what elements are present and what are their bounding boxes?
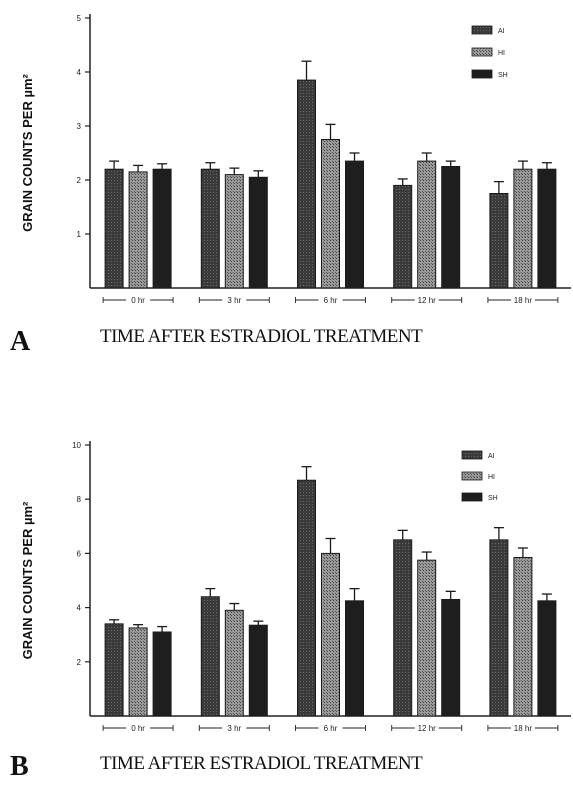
bar-a-sh-4 bbox=[537, 168, 557, 289]
chart-b-plot: GRAIN COUNTS PER µm² 2 4 6 8 10 0 hr 3 hr 6 hr 12… bbox=[20, 441, 571, 733]
legend-label-b-hi: HI bbox=[488, 474, 495, 481]
bar-b-ai-1 bbox=[200, 596, 220, 717]
legend-label-b-sh: SH bbox=[488, 495, 498, 502]
bar-a-ai-1 bbox=[200, 168, 220, 289]
bar-a-ai-3 bbox=[393, 184, 413, 289]
bar-b-hi-4 bbox=[513, 556, 533, 717]
bar-b-ai-2 bbox=[297, 479, 316, 717]
y-tick-label-b-10: 10 bbox=[72, 441, 81, 450]
x-tick-label-b-0: 0 hr bbox=[131, 724, 145, 733]
x-tick-label-a-1: 3 hr bbox=[227, 296, 241, 305]
y-tick-label-b-6: 6 bbox=[77, 549, 82, 558]
bar-a-sh-0 bbox=[152, 168, 172, 289]
x-tick-label-a-4: 18 hr bbox=[514, 296, 533, 305]
bar-a-sh-2 bbox=[345, 160, 364, 289]
bar-a-ai-0 bbox=[104, 168, 124, 289]
legend-label-a-hi: HI bbox=[498, 50, 505, 57]
y-tick-label-a-1: 1 bbox=[77, 230, 82, 239]
y-tick-label-a-3: 3 bbox=[77, 122, 82, 131]
panel-label-a: A bbox=[10, 326, 31, 357]
legend-swatch-b-sh bbox=[461, 492, 483, 502]
bar-b-hi-0 bbox=[128, 627, 148, 717]
x-tick-label-a-0: 0 hr bbox=[131, 296, 145, 305]
y-tick-label-b-2: 2 bbox=[77, 658, 82, 667]
bar-b-hi-3 bbox=[417, 559, 437, 717]
bar-b-hi-2 bbox=[321, 552, 340, 717]
x-tick-label-a-2: 6 hr bbox=[324, 296, 338, 305]
bar-a-sh-3 bbox=[441, 166, 461, 289]
bar-a-hi-4 bbox=[513, 168, 533, 289]
legend-swatch-b-ai bbox=[461, 450, 483, 460]
bar-b-sh-3 bbox=[441, 598, 461, 717]
bar-b-ai-3 bbox=[393, 539, 413, 717]
bar-b-hi-1 bbox=[224, 609, 244, 717]
bar-a-hi-3 bbox=[417, 160, 437, 289]
legend-swatch-a-hi bbox=[471, 47, 493, 57]
x-tick-label-b-4: 18 hr bbox=[514, 724, 533, 733]
chart-panel-b: GRAIN COUNTS PER µm² 2 4 6 8 10 0 hr 3 hr 6 hr 12… bbox=[0, 393, 573, 787]
y-axis-title-b: GRAIN COUNTS PER µm² bbox=[20, 501, 35, 659]
legend-swatch-a-sh bbox=[471, 69, 493, 79]
bar-b-sh-2 bbox=[345, 600, 364, 717]
x-tick-label-b-2: 6 hr bbox=[324, 724, 338, 733]
bar-a-hi-2 bbox=[321, 139, 340, 289]
legend-label-b-ai: AI bbox=[488, 453, 495, 460]
x-axis-title-b: TIME AFTER ESTRADIOL TREATMENT bbox=[100, 753, 423, 774]
panel-label-b: B bbox=[10, 751, 29, 782]
legend-swatch-b-hi bbox=[461, 471, 483, 481]
chart-a-plot: GRAIN COUNTS PER µm² 1 2 3 4 5 0 hr 3 hr 6 hr 12 … bbox=[20, 14, 571, 305]
chart-panel-a: GRAIN COUNTS PER µm² 1 2 3 4 5 0 hr 3 hr 6 hr 12 … bbox=[0, 0, 573, 393]
bar-a-sh-1 bbox=[248, 176, 268, 289]
x-tick-label-b-1: 3 hr bbox=[227, 724, 241, 733]
x-tick-label-b-3: 12 hr bbox=[418, 724, 437, 733]
bar-b-ai-0 bbox=[104, 623, 124, 717]
y-tick-label-a-2: 2 bbox=[77, 176, 82, 185]
y-tick-label-a-4: 4 bbox=[77, 68, 82, 77]
bar-b-sh-1 bbox=[248, 624, 268, 717]
bar-a-ai-2 bbox=[297, 79, 316, 289]
legend-label-a-ai: AI bbox=[498, 28, 505, 35]
y-tick-label-b-4: 4 bbox=[77, 604, 82, 613]
y-tick-label-a-5: 5 bbox=[77, 14, 82, 23]
bar-a-hi-0 bbox=[128, 171, 148, 289]
bar-b-sh-4 bbox=[537, 600, 557, 717]
x-axis-title-a: TIME AFTER ESTRADIOL TREATMENT bbox=[100, 326, 423, 347]
y-axis-title-a: GRAIN COUNTS PER µm² bbox=[20, 73, 35, 231]
bar-b-sh-0 bbox=[152, 631, 172, 717]
legend-label-a-sh: SH bbox=[498, 72, 508, 79]
bar-b-ai-4 bbox=[489, 539, 509, 717]
legend-swatch-a-ai bbox=[471, 25, 493, 35]
bar-a-ai-4 bbox=[489, 193, 509, 289]
x-tick-label-a-3: 12 hr bbox=[418, 296, 437, 305]
bar-a-hi-1 bbox=[224, 174, 244, 289]
y-tick-label-b-8: 8 bbox=[77, 495, 82, 504]
